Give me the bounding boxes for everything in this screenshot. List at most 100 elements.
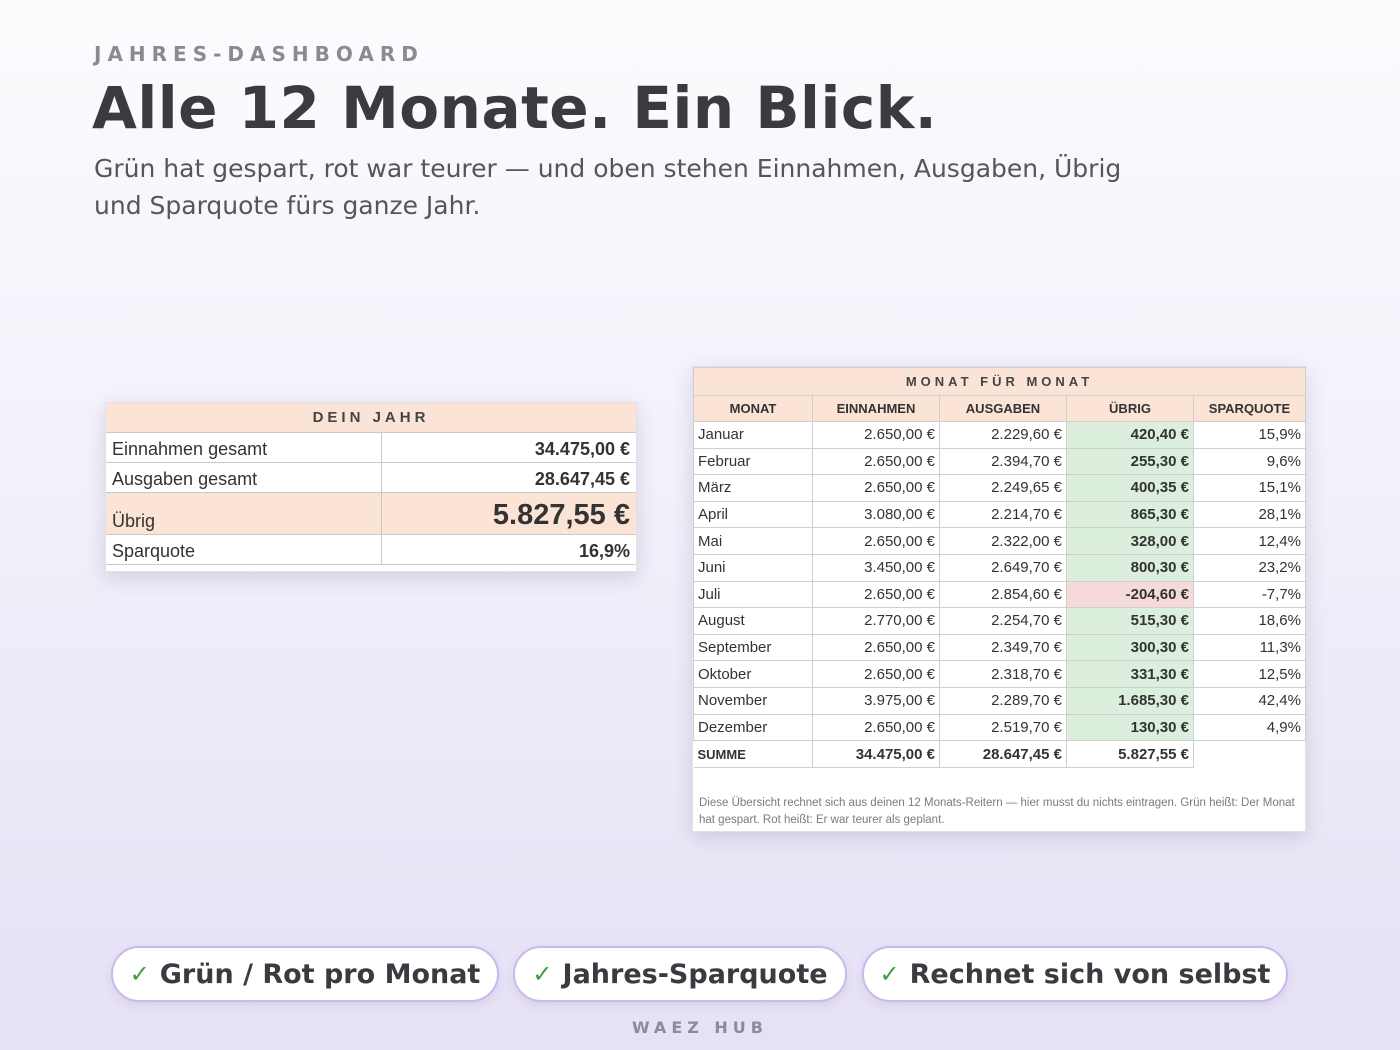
table-row: Februar 2.650,00 €2.394,70 €255,30 €9,6% <box>693 447 1306 476</box>
savings-rate-cell: 42,4% <box>1193 686 1306 715</box>
feature-label: Rechnet sich von selbst <box>909 958 1271 990</box>
summary-value: 16,9% <box>578 541 630 561</box>
income-cell: 2.650,00 € <box>812 474 940 502</box>
income-cell: 2.650,00 € <box>812 421 940 449</box>
month-cell: Oktober <box>693 660 813 688</box>
table-row: August 2.770,00 €2.254,70 €515,30 €18,6% <box>693 607 1306 635</box>
expenses-cell: 2.394,70 € <box>939 447 1067 476</box>
remaining-cell: 800,30 € <box>1066 553 1194 582</box>
summary-row-expenses: Ausgaben gesamt 28.647,45 € <box>106 463 636 493</box>
monthly-table-card: MONAT FÜR MONAT MONAT EINNAHMEN AUSGABEN… <box>692 366 1306 832</box>
income-cell: 2.650,00 € <box>812 580 940 609</box>
monthly-table: MONAT FÜR MONAT MONAT EINNAHMEN AUSGABEN… <box>693 367 1306 769</box>
table-row: Dezember 2.650,00 €2.519,70 €130,30 €4,9% <box>693 713 1306 742</box>
page-title: Alle 12 Monate. Ein Blick. <box>92 74 938 142</box>
month-cell: Juni <box>693 553 813 582</box>
brand-footer: WAEZ HUB <box>632 1018 768 1037</box>
feature-pill-color-coding: ✓ Grün / Rot pro Monat <box>111 946 499 1002</box>
savings-rate-cell: -7,7% <box>1193 580 1306 609</box>
month-cell: Juli <box>693 580 813 609</box>
income-cell: 2.650,00 € <box>812 633 940 662</box>
summary-value: 34.475,00 € <box>534 439 630 459</box>
summary-row-savings-rate: Sparquote 16,9% <box>106 535 636 565</box>
expenses-cell: 2.854,60 € <box>939 580 1067 609</box>
expenses-cell: 2.519,70 € <box>939 713 1067 742</box>
check-icon: ✓ <box>129 960 150 988</box>
month-cell: Dezember <box>693 713 813 742</box>
table-row: Januar 2.650,00 €2.229,60 €420,40 €15,9% <box>693 421 1306 449</box>
savings-rate-cell: 18,6% <box>1193 607 1306 635</box>
page-subtitle: Grün hat gespart, rot war teurer — und o… <box>94 154 1122 220</box>
expenses-cell: 2.214,70 € <box>939 500 1067 529</box>
savings-rate-cell: 11,3% <box>1193 633 1306 662</box>
table-note: Diese Übersicht rechnet sich aus deinen … <box>699 797 1295 826</box>
savings-rate-cell: 12,4% <box>1193 527 1306 555</box>
income-cell: 3.080,00 € <box>812 500 940 529</box>
income-cell: 2.650,00 € <box>812 713 940 742</box>
month-cell: März <box>693 474 813 502</box>
remaining-cell: 1.685,30 € <box>1066 686 1194 715</box>
column-header-income: EINNAHMEN <box>812 395 940 422</box>
remaining-cell: 328,00 € <box>1066 527 1194 555</box>
income-cell: 2.650,00 € <box>812 660 940 688</box>
month-cell: Mai <box>693 527 813 555</box>
expenses-cell: 2.349,70 € <box>939 633 1067 662</box>
savings-rate-cell: 23,2% <box>1193 553 1306 582</box>
summary-label: Ausgaben gesamt <box>106 463 382 492</box>
remaining-cell: 400,35 € <box>1066 474 1194 502</box>
summary-label: Einnahmen gesamt <box>106 433 382 462</box>
summary-value: 28.647,45 € <box>534 469 630 489</box>
column-header-remaining: ÜBRIG <box>1066 395 1194 422</box>
monthly-table-title: MONAT FÜR MONAT <box>693 367 1306 396</box>
table-row: November 3.975,00 €2.289,70 €1.685,30 €42… <box>693 686 1306 715</box>
total-remaining: 5.827,55 € <box>1066 740 1194 769</box>
remaining-cell: 865,30 € <box>1066 500 1194 529</box>
summary-label: Sparquote <box>106 535 382 564</box>
month-cell: Februar <box>693 447 813 476</box>
income-cell: 2.770,00 € <box>812 607 940 635</box>
month-cell: April <box>693 500 813 529</box>
column-header-savings-rate: SPARQUOTE <box>1193 395 1306 422</box>
savings-rate-cell: 15,1% <box>1193 474 1306 502</box>
remaining-cell: 255,30 € <box>1066 447 1194 476</box>
remaining-cell: 515,30 € <box>1066 607 1194 635</box>
table-total-row: SUMME 34.475,00 € 28.647,45 € 5.827,55 € <box>693 740 1306 769</box>
expenses-cell: 2.229,60 € <box>939 421 1067 449</box>
total-label: SUMME <box>693 740 813 769</box>
month-cell: November <box>693 686 813 715</box>
savings-rate-cell: 15,9% <box>1193 421 1306 449</box>
savings-rate-cell: 28,1% <box>1193 500 1306 529</box>
remaining-cell: 420,40 € <box>1066 421 1194 449</box>
month-cell: August <box>693 607 813 635</box>
month-cell: September <box>693 633 813 662</box>
income-cell: 3.975,00 € <box>812 686 940 715</box>
column-header-expenses: AUSGABEN <box>939 395 1067 422</box>
table-header-row: MONAT EINNAHMEN AUSGABEN ÜBRIG SPARQUOTE <box>693 395 1306 422</box>
feature-pill-savings-rate: ✓ Jahres-Sparquote <box>513 946 847 1002</box>
remaining-cell: 300,30 € <box>1066 633 1194 662</box>
feature-label: Grün / Rot pro Monat <box>159 958 481 990</box>
summary-value: 5.827,55 € <box>492 499 630 531</box>
table-row: Oktober 2.650,00 €2.318,70 €331,30 €12,5% <box>693 660 1306 688</box>
summary-label: Übrig <box>106 493 382 534</box>
income-cell: 2.650,00 € <box>812 447 940 476</box>
feature-pill-auto-calc: ✓ Rechnet sich von selbst <box>862 946 1288 1002</box>
expenses-cell: 2.249,65 € <box>939 474 1067 502</box>
total-rate-empty <box>1194 741 1306 768</box>
table-row: April 3.080,00 €2.214,70 €865,30 €28,1% <box>693 500 1306 529</box>
table-row: März 2.650,00 €2.249,65 €400,35 €15,1% <box>693 474 1306 502</box>
table-row: Juli 2.650,00 €2.854,60 € -204,60 € -7,7% <box>693 580 1306 609</box>
total-expenses: 28.647,45 € <box>939 740 1067 769</box>
page-kicker: JAHRES-DASHBOARD <box>94 42 424 66</box>
remaining-cell: 130,30 € <box>1066 713 1194 742</box>
savings-rate-cell: 9,6% <box>1193 447 1306 476</box>
savings-rate-cell: 12,5% <box>1193 660 1306 688</box>
table-row: September 2.650,00 €2.349,70 €300,30 €11,… <box>693 633 1306 662</box>
savings-rate-cell: 4,9% <box>1193 713 1306 742</box>
summary-row-remaining: Übrig 5.827,55 € <box>106 493 636 535</box>
check-icon: ✓ <box>879 960 900 988</box>
remaining-cell: 331,30 € <box>1066 660 1194 688</box>
year-summary-card: DEIN JAHR Einnahmen gesamt 34.475,00 € A… <box>105 402 637 572</box>
column-header-month: MONAT <box>693 395 813 422</box>
summary-title: DEIN JAHR <box>106 403 636 433</box>
